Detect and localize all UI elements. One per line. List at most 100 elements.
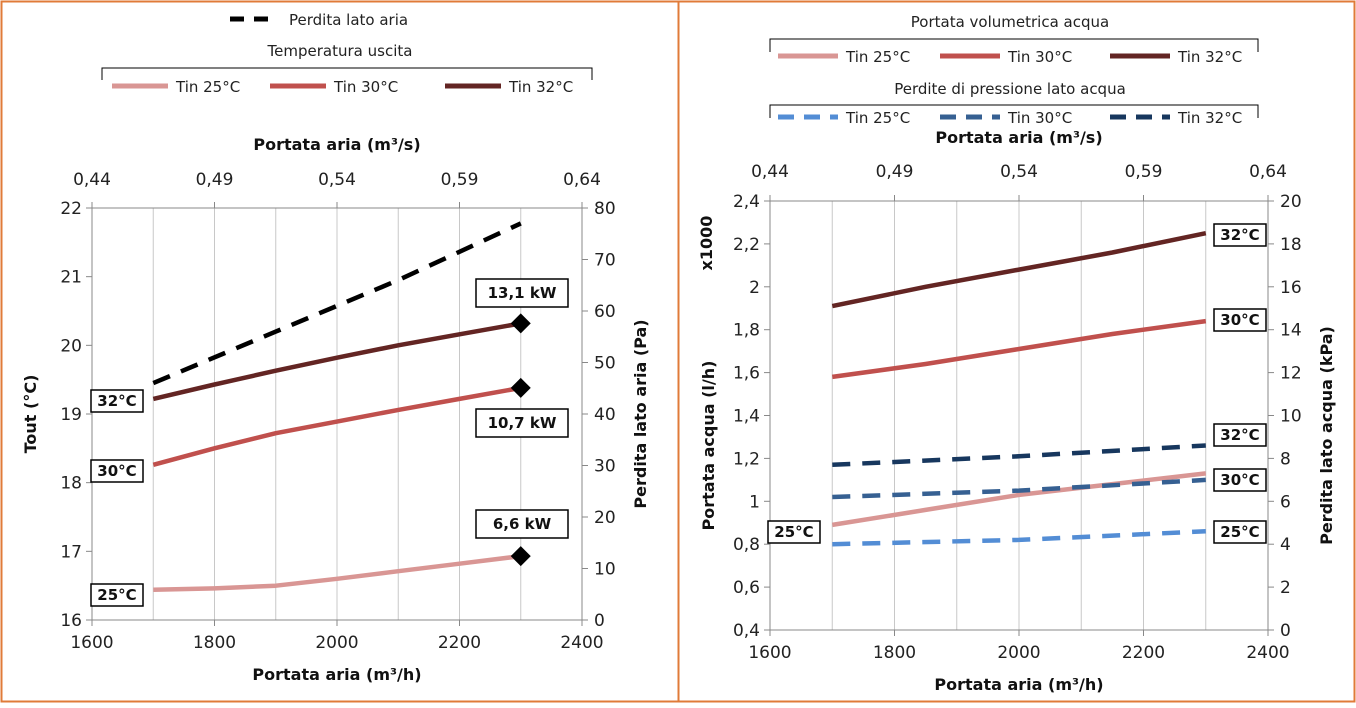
c0-x2-tick-label: 0,54: [318, 170, 356, 190]
c0-legend-label-0: Tin 25°C: [175, 78, 240, 96]
c0-marker-label-0-text: 13,1 kW: [488, 284, 557, 302]
c0-y-tick-label: 21: [60, 268, 82, 288]
c0-x2-tick-label: 0,44: [73, 170, 111, 190]
c0-y-axis-title: Tout (°C): [21, 375, 40, 454]
c0-series-line-2: [152, 321, 522, 402]
c1-y-tick-label: 1,8: [733, 321, 760, 341]
c1-line-label-25-flow-box: [767, 520, 821, 544]
c1-line-label-30-flow-box: [1213, 308, 1267, 332]
c0-marker-label-0: 13,1 kW: [475, 278, 569, 308]
c1-x2-axis-title: Portata aria (m³/s): [935, 128, 1102, 147]
c1-series-line-3: [832, 529, 1206, 547]
c0-line-label-32-text: 32°C: [97, 392, 136, 410]
c0-line-label-32: 32°C: [90, 389, 144, 413]
c0-y2-tick-label: 0: [594, 611, 605, 631]
c1-legend-group1-title: Portata volumetrica acqua: [911, 13, 1109, 31]
c1-legend-label-flow-2: Tin 32°C: [1177, 48, 1242, 66]
c0-y2-tick-label: 30: [594, 457, 616, 477]
c1-x-tick-label: 1600: [748, 643, 791, 663]
c1-y-tick-label: 1,6: [733, 364, 760, 384]
c0-marker-1: [510, 377, 531, 398]
c1-line-label-32-dp-text: 32°C: [1220, 426, 1259, 444]
c1-legend-bracket2: [769, 104, 1259, 118]
c1-y-tick-label: 2,2: [733, 235, 760, 255]
c0-series-line-3: [152, 221, 522, 386]
c0-y2-tick-label: 20: [594, 508, 616, 528]
c0-x-tick-label: 2400: [560, 633, 603, 653]
c1-y2-tick-label: 2: [1280, 578, 1291, 598]
c1-y-tick-label: 2: [749, 278, 760, 298]
c0-marker-0: [510, 313, 531, 334]
c0-y2-axis-title: Perdita lato aria (Pa): [631, 319, 650, 508]
c0-x-tick-label: 2000: [315, 633, 358, 653]
c0-line-label-30-text: 30°C: [97, 462, 136, 480]
c1-legend-bracket1: [769, 38, 1259, 52]
c0-x2-tick-label: 0,59: [441, 170, 479, 190]
c0-x2-tick-label: 0,49: [196, 170, 234, 190]
c1-y-tick-label: 0,6: [733, 578, 760, 598]
c1-line-label-25-dp-text: 25°C: [1220, 523, 1259, 541]
c1-x2-tick-label: 0,44: [751, 162, 789, 182]
c0-line-label-30-box: [90, 459, 144, 483]
c0-line-label-25: 25°C: [90, 583, 144, 607]
c0-x-tick-label: 1800: [193, 633, 236, 653]
c1-y-tick-label: 1: [749, 492, 760, 512]
c1-line-label-25-dp-box: [1213, 520, 1267, 544]
c0-legend-label-1: Tin 30°C: [333, 78, 398, 96]
c0-line-label-25-box: [90, 583, 144, 607]
c1-y2-tick-label: 14: [1280, 321, 1302, 341]
c1-legend-group2-title: Perdite di pressione lato acqua: [894, 80, 1126, 98]
c1-y-tick-label: 0,8: [733, 535, 760, 555]
c1-x2-tick-label: 0,59: [1125, 162, 1163, 182]
c1-y2-tick-label: 10: [1280, 407, 1302, 427]
c1-line-label-25-flow: 25°C: [767, 520, 821, 544]
c0-marker-label-2-text: 6,6 kW: [493, 515, 552, 533]
c0-marker-label-2-box: [475, 509, 569, 539]
c1-line-label-32-flow: 32°C: [1213, 223, 1267, 247]
c1-x-tick-label: 2400: [1246, 643, 1289, 663]
c0-y2-tick-label: 50: [594, 354, 616, 374]
c1-line-label-32-dp-box: [1213, 423, 1267, 447]
c1-x-tick-label: 1800: [873, 643, 916, 663]
c1-series-line-1: [831, 318, 1207, 380]
c1-line-label-30-flow-text: 30°C: [1220, 311, 1259, 329]
c1-line-label-30-dp-box: [1213, 468, 1267, 492]
c1-x2-tick-label: 0,64: [1249, 162, 1287, 182]
c1-y2-tick-label: 8: [1280, 449, 1291, 469]
c0-y2-tick-label: 70: [594, 251, 616, 271]
c1-y-tick-label: 0,4: [733, 621, 760, 641]
c1-legend-label-dp-1: Tin 30°C: [1007, 109, 1072, 127]
c0-y-tick-label: 22: [60, 199, 82, 219]
right-panel-frame: [677, 0, 1356, 703]
c1-line-label-30-flow: 30°C: [1213, 308, 1267, 332]
c0-y2-tick-label: 10: [594, 560, 616, 580]
c1-x-tick-label: 2000: [997, 643, 1040, 663]
c1-y2-tick-label: 4: [1280, 535, 1291, 555]
c0-y2-tick-label: 40: [594, 405, 616, 425]
c0-marker-label-1-text: 10,7 kW: [488, 414, 557, 432]
c0-x2-axis-title: Portata aria (m³/s): [253, 135, 420, 154]
c0-marker-label-1: 10,7 kW: [475, 408, 569, 438]
c1-x-axis-title: Portata aria (m³/h): [934, 675, 1103, 694]
c0-y2-tick-label: 80: [594, 199, 616, 219]
c0-marker-label-2: 6,6 kW: [475, 509, 569, 539]
c1-line-label-25-dp: 25°C: [1213, 520, 1267, 544]
c0-marker-label-0-box: [475, 278, 569, 308]
c0-y2-tick-label: 60: [594, 302, 616, 322]
c0-legend-group-title: Temperatura uscita: [267, 42, 413, 60]
c0-legend-label-2: Tin 32°C: [508, 78, 573, 96]
c1-line-label-30-dp: 30°C: [1213, 468, 1267, 492]
c1-series-line-2: [831, 230, 1207, 309]
c0-line-label-30: 30°C: [90, 459, 144, 483]
c1-y2-tick-label: 16: [1280, 278, 1302, 298]
c1-line-label-32-flow-text: 32°C: [1220, 226, 1259, 244]
c1-y2-tick-label: 18: [1280, 235, 1302, 255]
c1-legend-label-dp-2: Tin 32°C: [1177, 109, 1242, 127]
c0-y-tick-label: 19: [60, 405, 82, 425]
c1-x2-tick-label: 0,49: [876, 162, 914, 182]
c0-line-label-32-box: [90, 389, 144, 413]
c1-legend-label-dp-0: Tin 25°C: [845, 109, 910, 127]
c0-x-tick-label: 2200: [438, 633, 481, 653]
